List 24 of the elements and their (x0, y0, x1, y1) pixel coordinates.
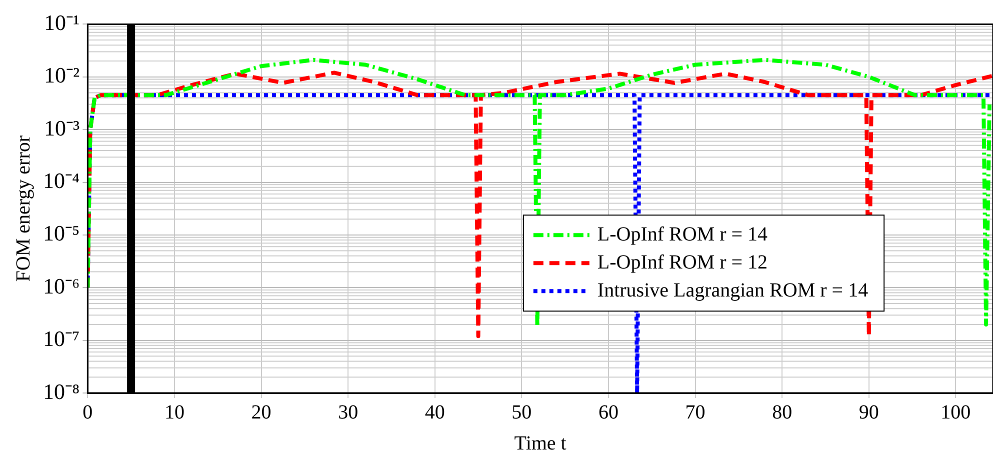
x-tick-label: 90 (858, 401, 879, 424)
x-tick-label: 10 (164, 401, 184, 424)
x-tick-label: 70 (685, 401, 706, 424)
y-tick-label: 10⁻⁵ (43, 220, 80, 246)
x-axis-title: Time t (514, 432, 567, 454)
x-tick-label: 80 (772, 401, 792, 424)
x-tick-label: 50 (512, 401, 532, 424)
y-tick-label: 10⁻⁷ (43, 326, 80, 352)
x-tick-label: 100 (940, 401, 971, 424)
legend-label: Intrusive Lagrangian ROM r = 14 (597, 279, 868, 302)
x-tick-label: 60 (598, 401, 618, 424)
legend-label: L-OpInf ROM r = 12 (597, 251, 768, 274)
legend-label: L-OpInf ROM r = 14 (597, 223, 768, 246)
y-tick-label: 10⁻¹ (44, 10, 80, 35)
x-tick-label: 20 (251, 401, 272, 424)
y-tick-label: 10⁻⁴ (43, 168, 80, 194)
x-tick-label: 40 (424, 401, 445, 424)
x-tick-label: 30 (338, 401, 358, 424)
x-tick-label: 0 (82, 401, 93, 424)
y-axis-title: FOM energy error (12, 135, 34, 282)
y-tick-label: 10⁻⁸ (43, 378, 80, 404)
y-tick-label: 10⁻³ (44, 115, 80, 140)
y-tick-label: 10⁻⁶ (43, 273, 80, 298)
y-tick-label: 10⁻² (44, 62, 80, 88)
